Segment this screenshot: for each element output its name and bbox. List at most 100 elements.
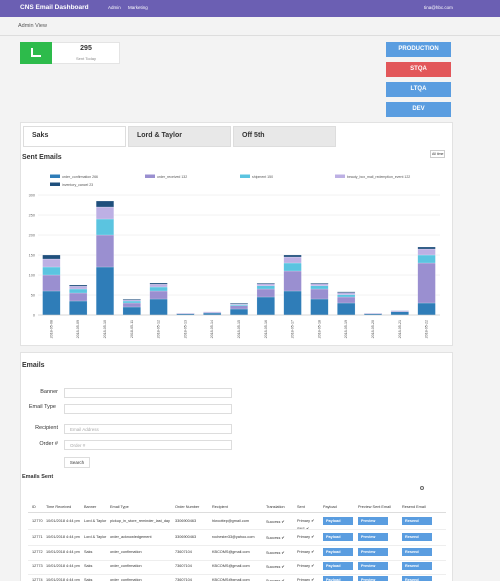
- bar-segment: [42, 254, 61, 260]
- table-cell: 3306900463: [175, 519, 197, 523]
- field-input[interactable]: Email Address: [64, 424, 232, 434]
- stat-value: 295: [80, 45, 92, 52]
- x-tick-label: 2018-05-12: [157, 320, 161, 338]
- bar-segment: [122, 302, 141, 308]
- bar-segment: [256, 285, 275, 290]
- bar-segment: [230, 305, 248, 310]
- bar-segment: [42, 274, 61, 292]
- action-button[interactable]: Payload: [323, 562, 353, 570]
- action-button[interactable]: Resend: [402, 517, 432, 525]
- x-tick-label: 2018-05-10: [103, 320, 107, 338]
- refresh-icon[interactable]: [420, 486, 424, 490]
- x-tick-label: 2018-05-22: [425, 320, 429, 338]
- env-button[interactable]: PRODUCTION: [386, 42, 451, 57]
- field-label: Recipient: [35, 425, 58, 431]
- column-header: Banner: [84, 505, 97, 509]
- bar-segment: [337, 292, 356, 295]
- bar-segment: [310, 282, 329, 284]
- table-cell: 10/01/2018 4:44 pm: [46, 535, 80, 539]
- table-cell: Lord & Taylor: [84, 535, 107, 539]
- legend-label: inventory_cancel 23: [62, 183, 93, 187]
- table-cell: hkroottep@gmail.com: [212, 519, 249, 523]
- bar-segment: [69, 284, 88, 287]
- tab[interactable]: Lord & Taylor: [128, 126, 231, 147]
- table-cell: Primary ✔: [297, 535, 315, 539]
- range-select[interactable]: All time: [430, 150, 446, 158]
- bar-segment: [230, 308, 248, 316]
- x-tick-label: 2018-05-16: [264, 320, 268, 338]
- bar-segment: [149, 290, 168, 300]
- field-label: Email Type: [28, 404, 56, 410]
- bar-segment: [310, 283, 329, 286]
- row-rule: [28, 529, 446, 530]
- bar-segment: [42, 266, 61, 276]
- action-button[interactable]: Payload: [323, 576, 353, 581]
- row-rule: [28, 560, 446, 561]
- action-button[interactable]: Payload: [323, 517, 353, 525]
- env-button[interactable]: DEV: [386, 102, 451, 117]
- user-menu[interactable]: tina@hbc.com: [424, 5, 453, 10]
- tab[interactable]: Off 5th: [233, 126, 336, 147]
- y-tick-label: 250: [29, 213, 35, 217]
- x-tick-label: 2018-05-17: [291, 320, 295, 338]
- action-button[interactable]: Payload: [323, 548, 353, 556]
- field-input[interactable]: Order #: [64, 440, 232, 450]
- action-button[interactable]: Resend: [402, 548, 432, 556]
- bar-segment: [337, 296, 356, 304]
- action-button[interactable]: Preview: [358, 562, 388, 570]
- table-cell: Success ✔: [266, 551, 285, 555]
- table-cell: 12771: [32, 535, 43, 539]
- table-cell: 12770: [32, 519, 43, 523]
- action-button[interactable]: Resend: [402, 562, 432, 570]
- action-button[interactable]: Preview: [358, 533, 388, 541]
- x-tick-label: 2018-05-11: [130, 320, 134, 338]
- bar-segment: [122, 306, 141, 316]
- action-button[interactable]: Resend: [402, 533, 432, 541]
- action-button[interactable]: Preview: [358, 548, 388, 556]
- title-rule: [0, 35, 500, 36]
- x-tick-label: 2018-05-18: [317, 320, 321, 338]
- field-label: Banner: [40, 389, 58, 395]
- bar-segment: [96, 234, 114, 268]
- table-cell: 10/01/2018 4:44 pm: [46, 578, 80, 581]
- action-button[interactable]: Preview: [358, 517, 388, 525]
- action-button[interactable]: Payload: [323, 533, 353, 541]
- bar-segment: [122, 298, 141, 300]
- legend-swatch: [145, 174, 155, 178]
- bar-segment: [96, 200, 114, 208]
- legend-swatch: [50, 182, 60, 186]
- bar-segment: [69, 292, 88, 302]
- table-cell: Success ✔: [266, 565, 285, 569]
- column-header: Recipient: [212, 505, 228, 509]
- x-tick-label: 2018-05-08: [49, 320, 53, 338]
- stat-icon: [20, 42, 52, 64]
- bar-segment: [283, 270, 302, 292]
- nav-link[interactable]: Admin: [108, 5, 121, 10]
- bar-segment: [283, 254, 302, 258]
- y-tick-label: 50: [31, 293, 35, 297]
- column-header: ID: [32, 505, 36, 509]
- action-button[interactable]: Preview: [358, 576, 388, 581]
- action-button[interactable]: Resend: [402, 576, 432, 581]
- emails-title: Emails: [22, 362, 45, 369]
- field-input[interactable]: [64, 388, 232, 398]
- env-button[interactable]: LTQA: [386, 82, 451, 97]
- y-tick-label: 150: [29, 253, 35, 257]
- bar-segment: [96, 206, 114, 220]
- legend-label: beauty_box_mail_redemption_event 122: [347, 175, 410, 179]
- search-button[interactable]: Search: [64, 457, 90, 468]
- field-input[interactable]: [64, 404, 232, 414]
- bar-segment: [417, 248, 436, 256]
- table-cell: 12773: [32, 564, 43, 568]
- table-cell: 73607104: [175, 564, 192, 568]
- env-button[interactable]: STQA: [386, 62, 451, 77]
- tab[interactable]: Saks: [23, 126, 126, 147]
- bar-segment: [283, 290, 302, 316]
- stat-icon-glyph: [31, 48, 41, 57]
- bar-segment: [417, 262, 436, 304]
- x-tick-label: 2018-05-15: [237, 320, 241, 338]
- nav-link[interactable]: Marketing: [128, 5, 148, 10]
- chart-title: Sent Emails: [22, 154, 62, 161]
- sent-title: Emails Sent: [22, 474, 54, 480]
